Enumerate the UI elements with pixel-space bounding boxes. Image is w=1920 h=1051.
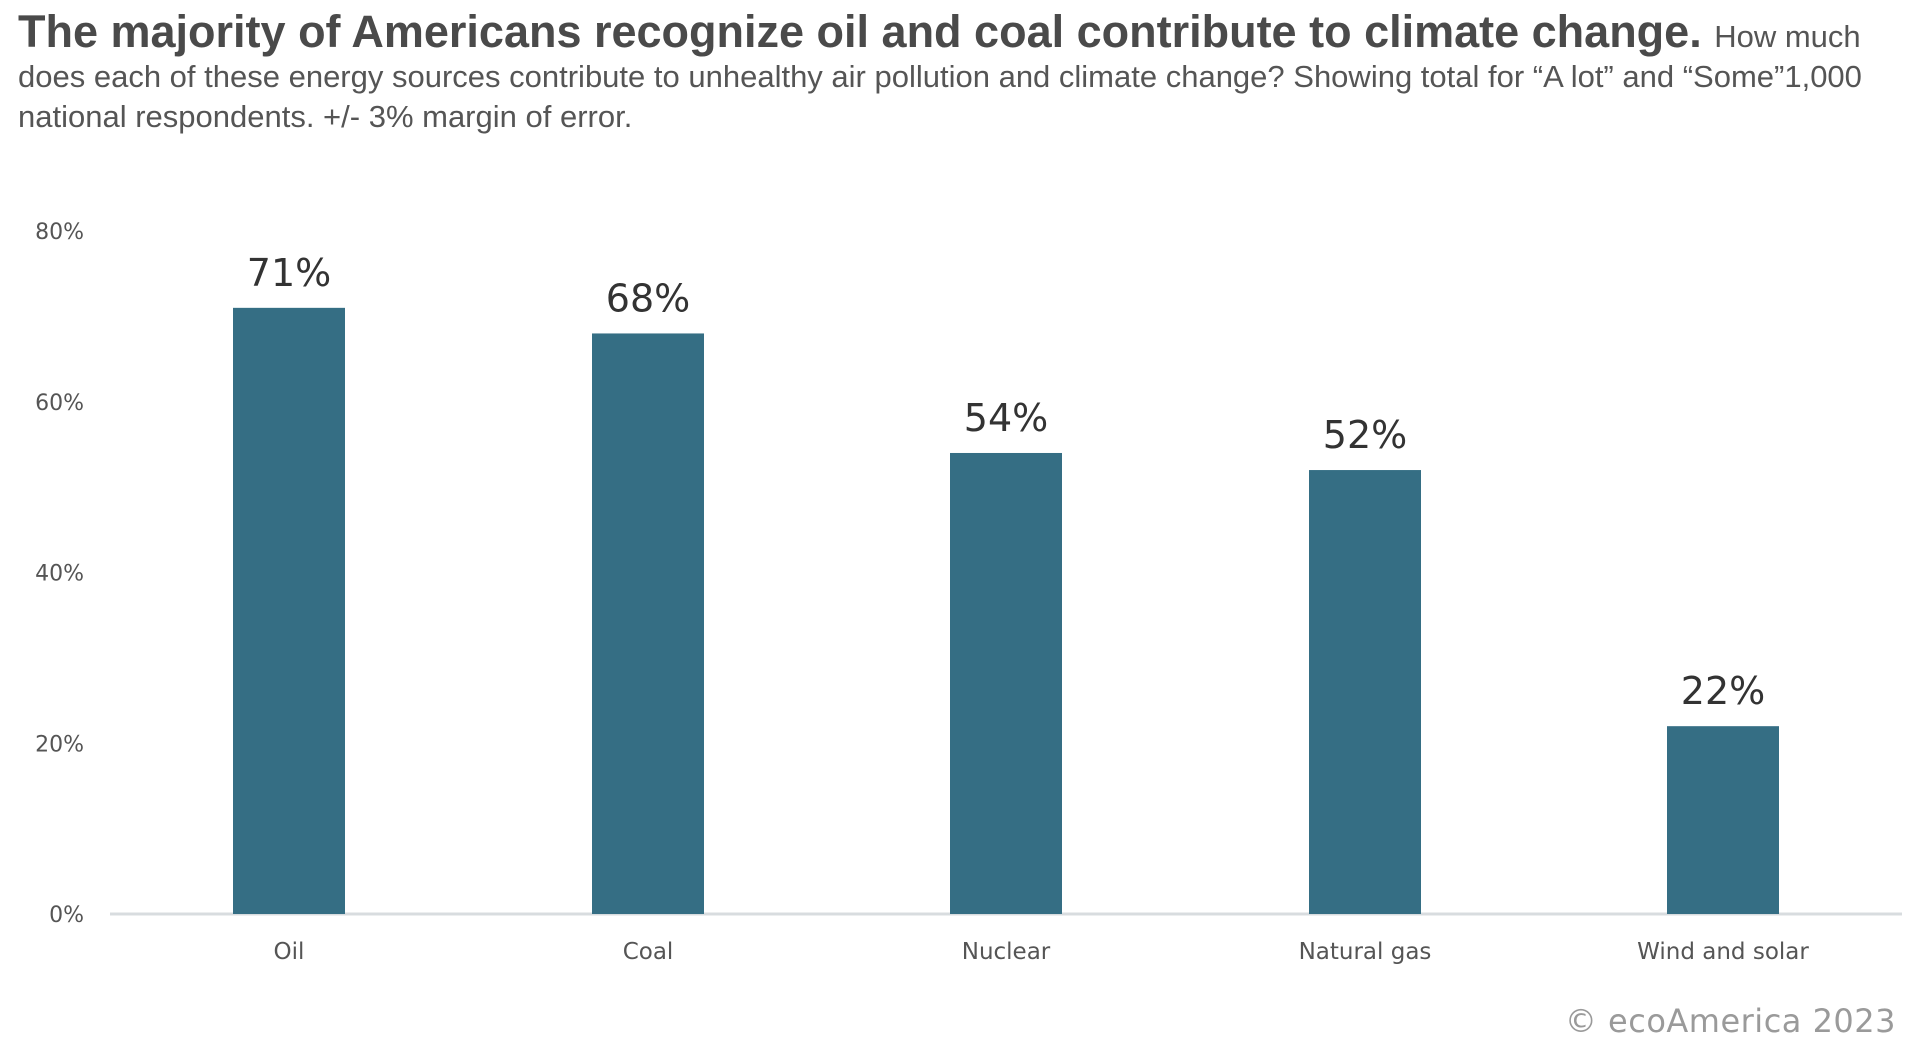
y-tick-label: 80% <box>35 220 84 245</box>
chart-heading: The majority of Americans recognize oil … <box>18 9 1898 137</box>
chart-subtitle: How much does each of these energy sourc… <box>18 19 1862 134</box>
bar-natural-gas <box>1309 470 1421 914</box>
bar-coal <box>592 333 704 914</box>
bar-oil <box>233 307 345 914</box>
data-label: 71% <box>247 251 331 295</box>
x-tick-label: Oil <box>274 939 305 965</box>
data-label: 22% <box>1681 669 1765 713</box>
data-label: 54% <box>964 396 1048 440</box>
bar-nuclear <box>950 452 1062 914</box>
copyright-credit: © ecoAmerica 2023 <box>1564 1002 1896 1040</box>
y-tick-label: 40% <box>35 562 84 587</box>
x-tick-label: Nuclear <box>962 939 1051 965</box>
data-label: 52% <box>1323 413 1407 457</box>
x-tick-label: Coal <box>623 939 674 965</box>
x-tick-label: Natural gas <box>1299 939 1432 965</box>
y-tick-label: 0% <box>49 903 84 928</box>
chart-title: The majority of Americans recognize oil … <box>18 6 1715 57</box>
y-tick-label: 60% <box>35 391 84 416</box>
data-label: 68% <box>606 276 690 320</box>
bar-wind-and-solar <box>1667 726 1779 914</box>
x-tick-label: Wind and solar <box>1637 939 1809 965</box>
y-tick-label: 20% <box>35 732 84 757</box>
